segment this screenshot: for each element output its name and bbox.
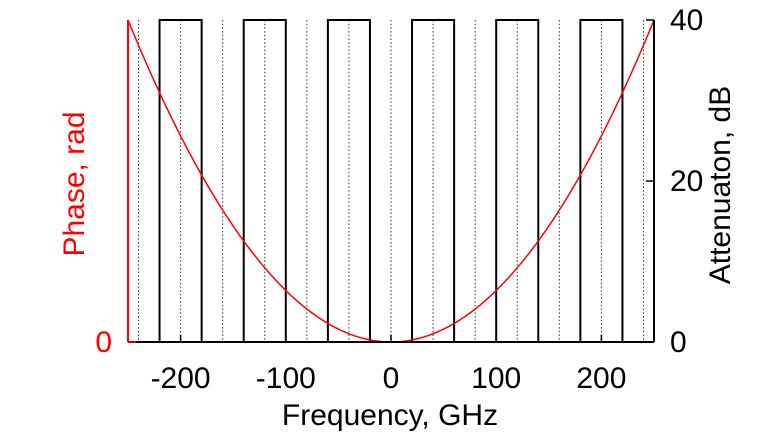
left-y-axis-label: Phase, rad — [58, 111, 91, 256]
right-y-tick-label: 0 — [670, 326, 687, 359]
axes-layer: -200 -100 0 100 200 0 20 40 0 — [95, 4, 703, 395]
x-axis-label: Frequency, GHz — [282, 399, 498, 432]
x-tick-label: -100 — [256, 362, 316, 395]
x-tick-label: 200 — [576, 362, 626, 395]
left-y-tick-label: 0 — [95, 326, 112, 359]
right-y-tick-label: 20 — [670, 165, 703, 198]
x-tick-label: 100 — [471, 362, 521, 395]
right-y-tick-label: 40 — [670, 4, 703, 37]
x-tick-label: -200 — [151, 362, 211, 395]
x-tick-label: 0 — [383, 362, 400, 395]
right-y-axis-label: Attenuaton, dB — [704, 86, 737, 285]
